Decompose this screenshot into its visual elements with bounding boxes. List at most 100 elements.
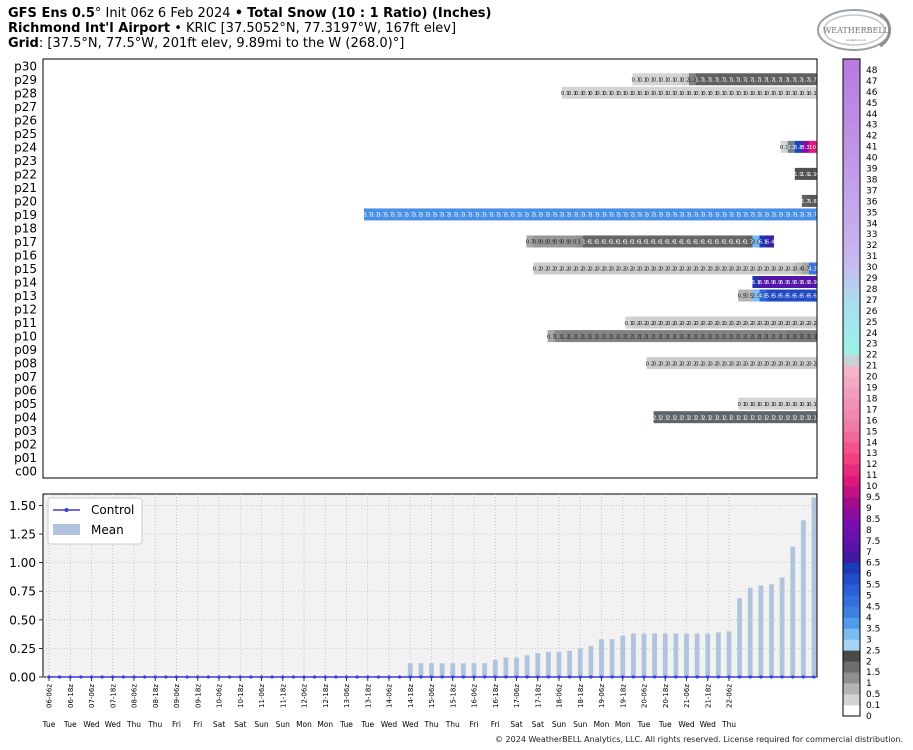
heatmap-cell <box>703 86 711 99</box>
control-point <box>185 675 189 679</box>
heatmap-cell-label: 0.2 <box>688 361 697 367</box>
colorbar-label: 4 <box>866 613 872 623</box>
heatmap-cell <box>731 73 739 86</box>
heatmap-cell-label: 3.7 <box>745 213 754 219</box>
heatmap-cell-label: 5.8 <box>794 145 803 151</box>
heatmap-cell-label: 0.1 <box>737 402 746 408</box>
heatmap-cell-label: 6.9 <box>780 280 789 286</box>
heatmap-cell-label: 3.7 <box>476 213 485 219</box>
heatmap-cell-label: 0.1 <box>787 91 796 97</box>
colorbar-label: 46 <box>866 88 878 98</box>
heatmap-cell-label: 0.1 <box>759 91 768 97</box>
heatmap-cell-label: 3.7 <box>787 213 796 219</box>
heatmap-cell <box>808 316 817 329</box>
heatmap-cell <box>710 73 718 86</box>
heatmap-cell <box>808 73 817 86</box>
member-label: p06 <box>14 384 37 398</box>
colorbar-label: 19 <box>866 384 878 394</box>
colorbar-label: 8.5 <box>866 515 880 525</box>
heatmap-cell-label: 1.7 <box>801 77 810 83</box>
heatmap-cell <box>667 73 676 86</box>
heatmap-cell <box>491 208 499 221</box>
heatmap-cell-label: 0.2 <box>709 267 718 273</box>
colorbar-segment <box>843 278 860 290</box>
colorbar-frame <box>842 58 861 717</box>
day-label: Tue <box>42 720 56 729</box>
heatmap-cell <box>724 208 732 221</box>
member-label: p02 <box>14 438 37 452</box>
heatmap-cell <box>378 208 386 221</box>
heatmap-cell-label: 3.7 <box>384 213 393 219</box>
day-label: Fri <box>172 720 181 729</box>
heatmap-cell-label: 3.7 <box>702 213 711 219</box>
mean-bar <box>673 633 679 677</box>
heatmap-cell <box>710 208 718 221</box>
heatmap-cell <box>773 208 782 221</box>
day-label: Mon <box>615 720 631 729</box>
heatmap-cell-label: 0.2 <box>723 267 732 273</box>
x-tick-label: 06-18z <box>67 684 75 708</box>
colorbar-label: 24 <box>866 329 878 339</box>
colorbar-label: 31 <box>866 252 877 262</box>
heatmap-cell-label: 0.1 <box>603 91 612 97</box>
heatmap-cell-label: 0.1 <box>695 91 704 97</box>
colorbar-label: 23 <box>866 340 877 350</box>
heatmap-cell <box>724 330 732 343</box>
heatmap-cell <box>575 235 584 248</box>
heatmap-cell <box>547 235 556 248</box>
colorbar-segment <box>843 409 860 421</box>
colorbar-label: 36 <box>866 197 878 207</box>
heatmap-cell-label: 3.7 <box>674 213 683 219</box>
colorbar-label: 33 <box>866 230 877 240</box>
colorbar-label: 12 <box>866 460 877 470</box>
control-point <box>738 675 742 679</box>
heatmap-cell-label: 6.9 <box>773 280 782 286</box>
member-label: p29 <box>14 73 37 87</box>
heatmap-cell-label: 0.2 <box>787 361 796 367</box>
heatmap-cell <box>632 208 640 221</box>
mean-bar <box>545 651 551 677</box>
control-point <box>408 675 412 679</box>
heatmap-cell <box>540 235 549 248</box>
heatmap-cell <box>646 73 654 86</box>
control-point <box>387 675 391 679</box>
heatmap-cell-label: 2.1 <box>759 415 768 421</box>
colorbar-label: 20 <box>866 373 878 383</box>
member-label: p22 <box>14 167 37 181</box>
heatmap-cell-label: 0.9 <box>533 240 542 246</box>
day-label: Wed <box>83 720 100 729</box>
heatmap-cell <box>540 208 549 221</box>
x-tick-label: 10-18z <box>237 684 245 708</box>
heatmap-cell <box>808 86 817 99</box>
heatmap-cell <box>808 276 817 289</box>
colorbar-label: 13 <box>866 449 877 459</box>
control-point <box>769 675 774 679</box>
heatmap-cell <box>703 330 711 343</box>
x-tick-label: 19-06z <box>598 684 606 708</box>
heatmap-cell-label: 3.7 <box>695 213 704 219</box>
heatmap-cell-label: 0.2 <box>646 361 655 367</box>
mean-bar <box>630 633 636 677</box>
heatmap-cell <box>759 276 767 289</box>
heatmap-cell-label: 1.2 <box>702 334 711 340</box>
heatmap-cell-label: 3.7 <box>667 213 676 219</box>
control-point <box>323 675 327 679</box>
heatmap-cell-label: 1.2 <box>681 334 690 340</box>
heatmap-cell <box>646 262 654 275</box>
heatmap-cell <box>611 330 619 343</box>
heatmap-cell-label: 3.7 <box>716 213 725 219</box>
heatmap-cell <box>625 235 633 248</box>
heatmap-cell <box>590 235 598 248</box>
heatmap-cell-label: 0.2 <box>674 321 683 327</box>
heatmap-cell-label: 1.2 <box>759 334 768 340</box>
heatmap-cell-label: 0.2 <box>660 361 669 367</box>
colorbar-segment <box>843 354 860 366</box>
colorbar-label: 0.1 <box>866 701 880 711</box>
heatmap-cell-label: 0.5 <box>737 294 746 300</box>
colorbar-segment <box>843 475 860 487</box>
heatmap-cell-label: 1.2 <box>617 334 626 340</box>
heatmap-cell-label: 1.6 <box>660 240 669 246</box>
heatmap-cell-label: 0.7 <box>526 240 535 246</box>
heatmap-cell <box>639 235 647 248</box>
heatmap-cell <box>604 208 612 221</box>
